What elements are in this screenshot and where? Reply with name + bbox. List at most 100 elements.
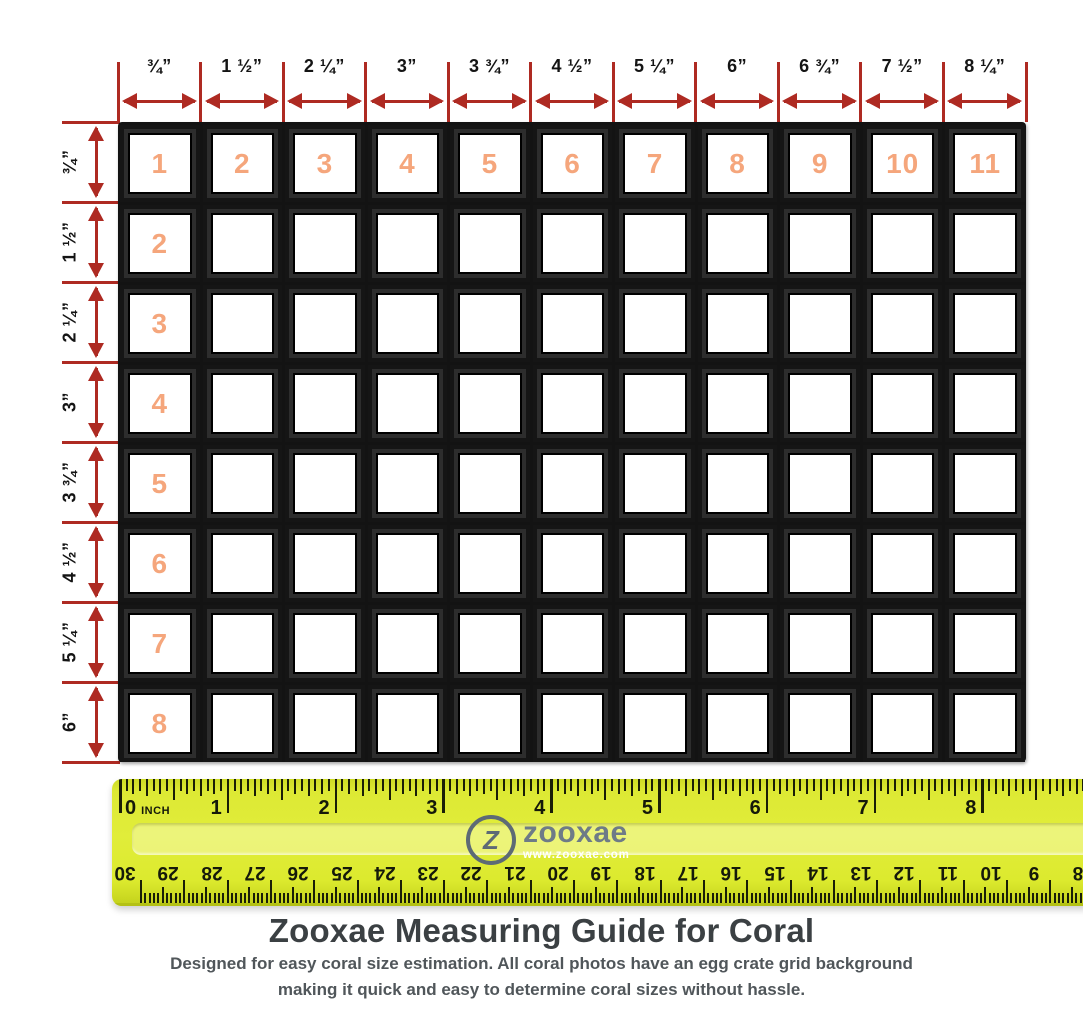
ruler-inch-tick	[779, 779, 782, 794]
ruler-mm-tick	[971, 893, 974, 904]
ruler-inch-tick	[839, 779, 842, 791]
cell-number: 11	[969, 147, 1002, 179]
ruler-mm-tick	[278, 893, 281, 904]
ruler-mm-tick	[988, 893, 991, 904]
ruler-inch-tick	[496, 779, 499, 800]
ruler-inch-tick	[658, 779, 661, 813]
cell-number: 10	[886, 147, 920, 179]
ruler-inch-tick	[408, 779, 411, 791]
arrow-head-right-icon	[264, 93, 280, 109]
ruler-inch-tick	[428, 779, 431, 794]
grid-cell	[613, 602, 696, 682]
cell-number: 7	[646, 147, 664, 179]
top-scale-label: 6 ¾”	[799, 56, 841, 76]
arrow-head-right-icon	[429, 93, 445, 109]
top-scale-tick	[281, 62, 285, 122]
ruler-mm-tick	[993, 893, 995, 904]
ruler-mm-tick	[676, 893, 679, 904]
ruler-inch-tick	[738, 779, 741, 796]
cell-hole	[295, 295, 355, 352]
ruler-mm-tick	[724, 887, 727, 904]
cell-hole	[790, 455, 850, 512]
ruler-mm-tick	[733, 893, 736, 904]
ruler-mm-tick	[235, 893, 238, 904]
ruler-inch-tick	[819, 779, 822, 800]
cell-hole	[542, 215, 603, 272]
cell-number: 5	[481, 147, 499, 179]
ruler-inch-tick	[139, 779, 142, 791]
ruler-mm-tick	[1049, 880, 1052, 904]
grid-cell	[448, 362, 531, 442]
ruler-inch-tick	[267, 779, 270, 794]
ruler-inch-tick	[1015, 779, 1018, 791]
ruler-inch-tick	[186, 779, 189, 794]
ruler-inch-tick	[718, 779, 721, 791]
arrow-head-down-icon	[88, 423, 104, 438]
ruler-cm-label: 29	[157, 862, 179, 883]
arrow-shaft	[371, 99, 443, 103]
ruler-mm-tick	[902, 893, 905, 904]
ruler-mm-tick	[767, 887, 770, 904]
ruler-inch-tick	[489, 779, 492, 791]
cell-hole	[955, 215, 1015, 272]
cell-hole	[212, 295, 273, 352]
page-title: Zooxae Measuring Guide for Coral	[268, 912, 815, 949]
left-scale-tick	[62, 280, 120, 284]
ruler-inch-tick	[981, 779, 984, 813]
ruler-mm-tick	[841, 893, 844, 904]
ruler-mm-tick	[460, 893, 463, 904]
ruler-mm-tick	[248, 887, 251, 904]
ruler-cm-label: 26	[287, 862, 309, 883]
grid-cell: 4	[118, 362, 201, 442]
ruler-mm-tick	[1079, 893, 1082, 904]
grid-cell: 2	[118, 202, 201, 282]
ruler-mm-tick	[356, 880, 359, 904]
ruler-cm-label: 11	[937, 862, 958, 883]
cell-hole	[212, 535, 273, 592]
ruler-inch-tick	[509, 779, 512, 794]
ruler-mm-tick	[949, 893, 952, 904]
ruler-mm-tick	[495, 893, 498, 904]
ruler-inch-tick	[476, 779, 479, 791]
cell-hole	[872, 215, 933, 272]
cell-hole	[955, 535, 1015, 592]
ruler-inch-tick	[516, 779, 519, 791]
grid-cell	[531, 682, 614, 762]
ruler-mm-tick	[313, 880, 316, 904]
ruler-inch-tick	[745, 779, 748, 791]
ruler-cm-label: 27	[244, 862, 266, 883]
ruler-mm-tick	[382, 893, 385, 904]
ruler-inch-tick	[664, 779, 667, 791]
ruler-mm-tick	[213, 893, 216, 904]
arrow-head-left-icon	[204, 93, 220, 109]
ruler-mm-tick	[642, 893, 645, 904]
ruler-inch-tick	[927, 779, 930, 800]
cell-hole	[872, 375, 933, 432]
ruler-mm-tick	[1014, 893, 1017, 904]
ruler-mm-tick	[174, 893, 177, 904]
arrow-head-up-icon	[88, 206, 104, 221]
top-scale-label: 5 ¼”	[634, 56, 676, 76]
ruler-inch-tick	[563, 779, 566, 794]
ruler-inch-tick	[893, 779, 896, 791]
cell-hole	[707, 615, 768, 672]
grid-cell: 2	[201, 122, 284, 202]
ruler-mm-tick	[1031, 893, 1034, 904]
ruler-mm-tick	[629, 893, 632, 904]
arrow-head-up-icon	[88, 126, 104, 141]
ruler-inch-tick	[631, 779, 634, 796]
grid-cell	[531, 442, 614, 522]
ruler-mm-tick	[573, 880, 575, 904]
ruler-inch-tick	[759, 779, 762, 791]
ruler-inch-tick	[213, 779, 216, 794]
ruler-inch-tick	[159, 779, 162, 794]
ruler-mm-tick	[1010, 893, 1013, 904]
ruler-mm-tick	[750, 893, 753, 904]
ruler-mm-tick	[352, 893, 355, 904]
cell-hole	[460, 295, 520, 352]
ruler-inch-tick	[1075, 779, 1078, 794]
grid-cell: 9	[778, 122, 861, 202]
grid-cell	[201, 682, 284, 762]
ruler-mm-tick	[1044, 893, 1047, 904]
cell-hole	[625, 615, 685, 672]
